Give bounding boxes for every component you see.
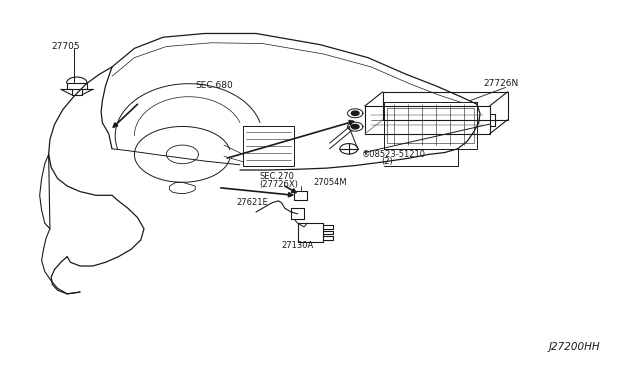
Text: SEC.680: SEC.680 (195, 81, 233, 90)
Text: SEC.270: SEC.270 (259, 172, 294, 181)
Text: (2): (2) (381, 157, 392, 166)
Text: (27726X): (27726X) (259, 180, 298, 189)
Text: 27705: 27705 (51, 42, 80, 51)
Text: J27200HH: J27200HH (549, 342, 601, 352)
Polygon shape (351, 111, 359, 115)
Text: 27726N: 27726N (483, 79, 518, 88)
Polygon shape (351, 125, 359, 129)
Text: 27054M: 27054M (314, 178, 348, 187)
Text: ®08523-51210: ®08523-51210 (362, 150, 426, 159)
Text: 27130A: 27130A (282, 241, 314, 250)
Text: 27621E: 27621E (237, 198, 269, 207)
